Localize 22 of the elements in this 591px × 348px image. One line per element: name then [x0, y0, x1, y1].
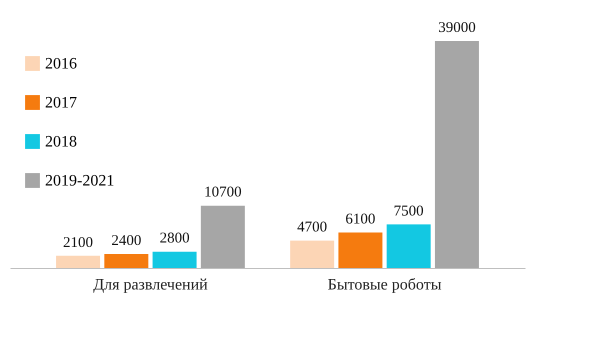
- bar: [338, 232, 382, 268]
- bar: [200, 206, 245, 268]
- bar: [152, 252, 197, 268]
- legend-label: 2018: [45, 134, 77, 150]
- legend-label: 2016: [45, 56, 77, 72]
- data-label: 2400: [111, 233, 142, 250]
- data-label: 7500: [394, 203, 424, 220]
- legend-label: 2019-2021: [45, 172, 114, 190]
- data-label: 2800: [160, 230, 190, 247]
- x-tick-label: Бытовые роботы: [328, 276, 442, 294]
- data-label: 39000: [438, 20, 476, 36]
- bar: [290, 240, 334, 268]
- legend-label: 2017: [45, 94, 77, 112]
- bar: [434, 41, 479, 268]
- data-label: 2100: [63, 234, 94, 251]
- data-label: 4700: [297, 220, 328, 236]
- data-label: 10700: [204, 184, 242, 201]
- bar: [56, 256, 100, 268]
- bar: [104, 254, 148, 268]
- x-tick-label: Для развлечений: [93, 276, 208, 294]
- bar: [386, 224, 431, 268]
- data-label: 6100: [345, 211, 376, 228]
